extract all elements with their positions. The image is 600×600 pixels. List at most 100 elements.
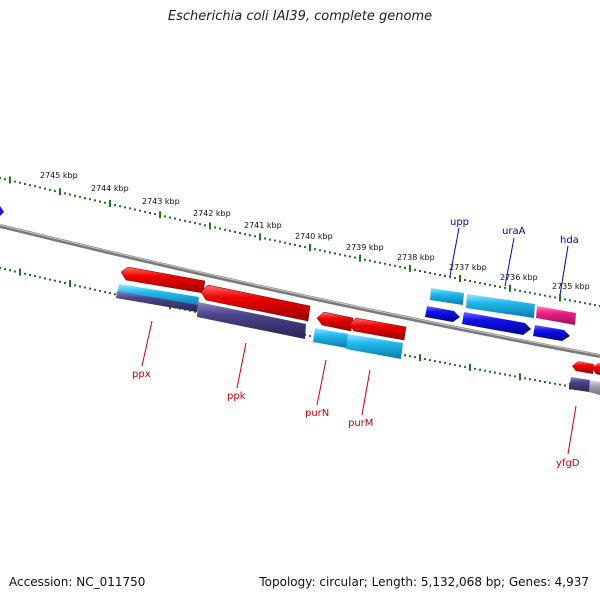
outer-scale-ticks [0, 176, 600, 307]
scale-tick-minor [534, 379, 536, 382]
scale-tick-major [519, 373, 521, 381]
scale-tick-minor [4, 268, 6, 271]
scale-tick-minor [449, 276, 451, 278]
scale-tick-minor [364, 258, 366, 261]
scale-tick-minor [59, 280, 61, 283]
scale-tick-minor [489, 283, 491, 286]
gene-row-edge [569, 361, 600, 395]
leader-uraA [504, 237, 515, 287]
scale-tick-minor [594, 304, 596, 307]
scale-tick-minor [274, 239, 276, 242]
scale-tick-minor [369, 259, 371, 262]
scale-tick-minor [524, 377, 526, 380]
genome-backbone [0, 224, 600, 358]
scale-tick-minor [429, 359, 431, 362]
scale-tick-major [559, 294, 561, 302]
scale-tick-minor [54, 279, 56, 282]
gene-cyan-purN [313, 328, 348, 348]
scale-tick-minor [299, 245, 301, 247]
scale-tick-minor [529, 378, 531, 381]
scale-tick-minor [34, 185, 36, 188]
scale-tick-minor [379, 261, 381, 264]
scale-tick-minor [119, 205, 121, 208]
scale-tick-minor [394, 264, 396, 267]
scale-tick-minor [89, 287, 91, 290]
scale-tick-minor [189, 221, 191, 223]
scale-tick-minor [134, 208, 136, 211]
scale-tick-minor [69, 193, 71, 196]
scale-tick-minor [79, 285, 81, 288]
scale-tick-minor [479, 368, 481, 371]
scale-tick-minor [79, 195, 81, 198]
scale-tick-minor [459, 364, 461, 367]
scale-label: 2740 kbp [295, 232, 333, 241]
scale-tick-minor [174, 217, 176, 220]
scale-tick-minor [584, 302, 586, 305]
gene-row-right [425, 288, 576, 341]
gene-navy-ppk [197, 302, 306, 339]
scale-tick-minor [74, 194, 76, 197]
scale-label: 2744 kbp [91, 184, 129, 193]
gene-label-ppk: ppk [227, 391, 246, 402]
scale-tick-minor [334, 252, 336, 255]
scale-tick-minor [434, 360, 436, 363]
gene-arrow-blue-3 [533, 325, 570, 341]
scale-tick-minor [494, 284, 496, 287]
scale-tick-minor [389, 263, 391, 266]
scale-tick-minor [569, 299, 571, 302]
scale-tick-minor [554, 382, 556, 385]
scale-tick-minor [524, 290, 526, 293]
scale-tick-minor [339, 253, 341, 256]
scale-tick-minor [489, 370, 491, 373]
gene-cyan-uraA [466, 294, 535, 318]
gene-pink-hda [536, 306, 576, 325]
scale-tick-minor [419, 270, 421, 272]
scale-tick-minor [414, 268, 416, 271]
scale-tick-minor [454, 364, 456, 366]
scale-tick-minor [194, 310, 196, 313]
scale-tick-major [459, 275, 461, 282]
scale-tick-minor [179, 218, 181, 221]
scale-tick-minor [74, 284, 76, 287]
scale-tick-minor [64, 282, 66, 284]
scale-tick-minor [144, 210, 146, 213]
scale-tick-minor [164, 215, 166, 218]
map-title: Escherichia coli IAI39, complete genome [167, 9, 433, 24]
scale-tick-minor [99, 289, 101, 292]
scale-label: 2735 kbp [552, 282, 590, 291]
scale-tick-minor [254, 235, 256, 238]
scale-tick-minor [219, 227, 221, 230]
scale-label: 2738 kbp [397, 253, 435, 262]
scale-tick-minor [314, 248, 316, 251]
scale-tick-major [469, 363, 471, 371]
scale-tick-minor [474, 367, 476, 370]
scale-labels: 2745 kbp 2744 kbp 2743 kbp 2742 kbp 2741… [40, 171, 590, 291]
gene-navy-yfgD [569, 377, 590, 392]
scale-tick-minor [229, 229, 231, 232]
scale-tick-minor [49, 278, 51, 281]
label-leaders [141, 227, 577, 455]
scale-tick-minor [404, 354, 406, 357]
scale-tick-minor [199, 223, 201, 226]
scale-tick-minor [19, 181, 21, 184]
scale-tick-minor [109, 292, 111, 295]
scale-tick-minor [449, 363, 451, 365]
scale-tick-minor [434, 273, 436, 275]
scale-tick-major [19, 268, 21, 276]
scale-tick-major [9, 176, 11, 184]
leader-purM [361, 369, 371, 416]
genome-backbone-highlight [0, 224, 600, 356]
scale-tick-minor [54, 190, 56, 193]
scale-tick-minor [494, 371, 496, 374]
gene-cyan-purM [346, 334, 403, 359]
scale-tick-minor [84, 197, 86, 200]
scale-tick-minor [539, 293, 541, 296]
gene-label-purN: purN [305, 408, 329, 419]
scale-tick-minor [534, 292, 536, 295]
scale-tick-minor [579, 301, 581, 304]
scale-tick-major [309, 244, 311, 252]
scale-tick-minor [439, 361, 441, 364]
scale-tick-minor [424, 358, 426, 361]
scale-tick-minor [464, 279, 466, 281]
